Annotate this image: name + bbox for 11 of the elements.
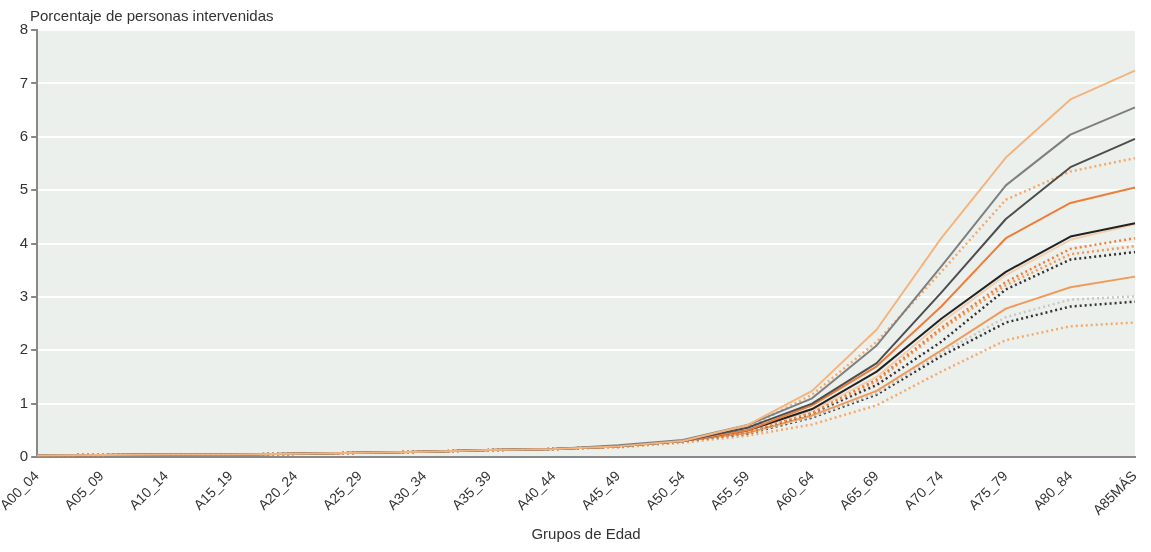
- y-tick-label: 7: [19, 73, 29, 91]
- y-tick-label: 0: [19, 447, 29, 465]
- x-axis-title: Grupos de Edad: [531, 525, 641, 543]
- y-tick-label: 2: [19, 340, 29, 358]
- y-tick-label: 5: [19, 180, 29, 198]
- y-tick-label: 4: [19, 233, 29, 251]
- y-axis-title: Porcentaje de personas intervenidas: [30, 6, 274, 24]
- y-tick-label: 1: [19, 393, 29, 411]
- y-tick-label: 3: [19, 287, 29, 305]
- y-tick-label: 8: [19, 20, 29, 38]
- y-tick-label: 6: [19, 126, 29, 144]
